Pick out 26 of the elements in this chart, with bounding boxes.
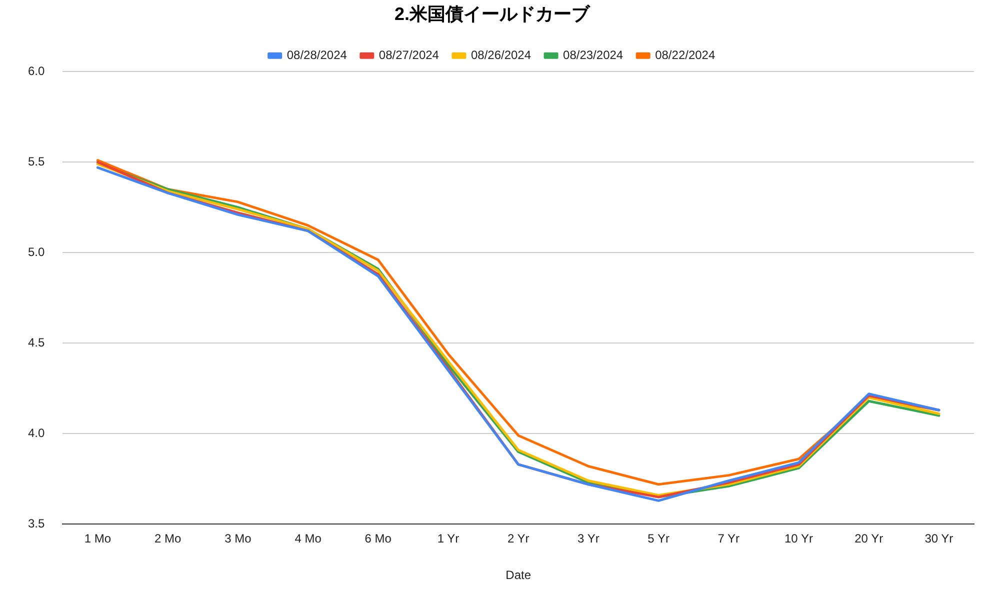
x-tick-label: 20 Yr	[854, 532, 884, 546]
y-tick-label: 5.5	[28, 154, 45, 168]
y-tick-label: 6.0	[28, 64, 45, 78]
x-tick-label: 1 Mo	[84, 532, 112, 546]
x-axis-title: Date	[506, 568, 532, 582]
x-tick-label: 3 Mo	[224, 532, 252, 546]
x-tick-label: 3 Yr	[578, 532, 600, 546]
x-tick-label: 7 Yr	[718, 532, 740, 546]
x-tick-label: 30 Yr	[924, 532, 954, 546]
x-tick-label: 2 Mo	[154, 532, 182, 546]
x-tick-label: 1 Yr	[437, 532, 460, 546]
chart-title: 2.米国債イールドカーブ	[394, 4, 591, 24]
legend-label: 08/26/2024	[470, 48, 532, 62]
x-tick-label: 4 Mo	[294, 532, 322, 546]
x-tick-label: 2 Yr	[507, 532, 530, 546]
y-tick-label: 4.0	[28, 426, 45, 440]
y-tick-label: 3.5	[28, 516, 45, 531]
legend-label: 08/27/2024	[378, 48, 440, 62]
legend-label: 08/22/2024	[655, 48, 716, 62]
y-tick-label: 4.5	[28, 335, 45, 350]
legend-label: 08/28/2024	[286, 48, 348, 62]
y-tick-label: 5.0	[28, 244, 45, 259]
x-tick-label: 5 Yr	[648, 532, 670, 546]
legend-label: 08/23/2024	[563, 48, 624, 62]
x-tick-label: 6 Mo	[364, 532, 392, 546]
x-tick-label: 10 Yr	[784, 532, 813, 546]
